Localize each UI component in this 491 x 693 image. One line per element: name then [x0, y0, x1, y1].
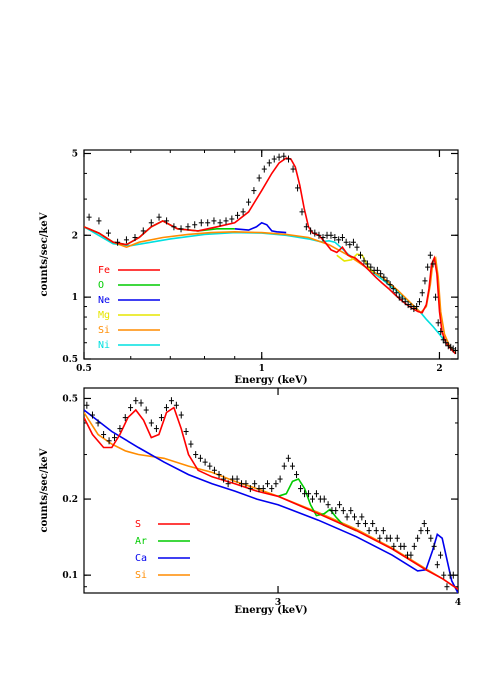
series-si-line	[84, 226, 457, 355]
legend-label-o: O	[98, 280, 104, 291]
y-tick-label: 0.1	[62, 571, 78, 581]
legend-label-si: Si	[135, 570, 147, 581]
legend-label-ar: Ar	[135, 536, 147, 547]
series-ne-line	[234, 221, 287, 234]
y-axis-label: counts/sec/keV	[39, 448, 50, 532]
x-tick-label: 0.5	[76, 364, 92, 374]
x-axis-label: Energy (keV)	[234, 375, 307, 386]
x-tick-label: 2	[436, 364, 442, 374]
legend-label-mg: Mg	[98, 310, 110, 321]
y-tick-label: 5	[72, 150, 78, 160]
plot-frame-0	[83, 149, 459, 360]
y-axis-label: counts/sec/keV	[39, 212, 50, 296]
legend-label-fe: Fe	[98, 265, 110, 276]
y-tick-label: 0.5	[62, 355, 78, 365]
series-s-line	[84, 406, 458, 590]
x-tick-label: 3	[275, 598, 281, 608]
legend-label-si: Si	[98, 325, 110, 336]
x-tick-label: 1	[259, 364, 265, 374]
legend-label-s: S	[135, 519, 141, 530]
y-tick-label: 0.5	[62, 394, 78, 404]
plot-frame-1	[83, 387, 459, 594]
legend-label-ne: Ne	[98, 295, 110, 306]
y-tick-label: 1	[72, 293, 78, 303]
x-axis-label: Energy (keV)	[234, 605, 307, 616]
y-tick-label: 0.2	[62, 495, 78, 505]
series-ar-line	[277, 478, 357, 532]
series-fe-line	[84, 157, 457, 355]
legend-label-ni: Ni	[98, 340, 110, 351]
series-ca-line	[84, 409, 458, 593]
series-ni-line	[84, 226, 457, 355]
legend-label-ca: Ca	[135, 553, 147, 564]
x-tick-label: 4	[455, 598, 461, 608]
y-tick-label: 2	[72, 231, 78, 241]
